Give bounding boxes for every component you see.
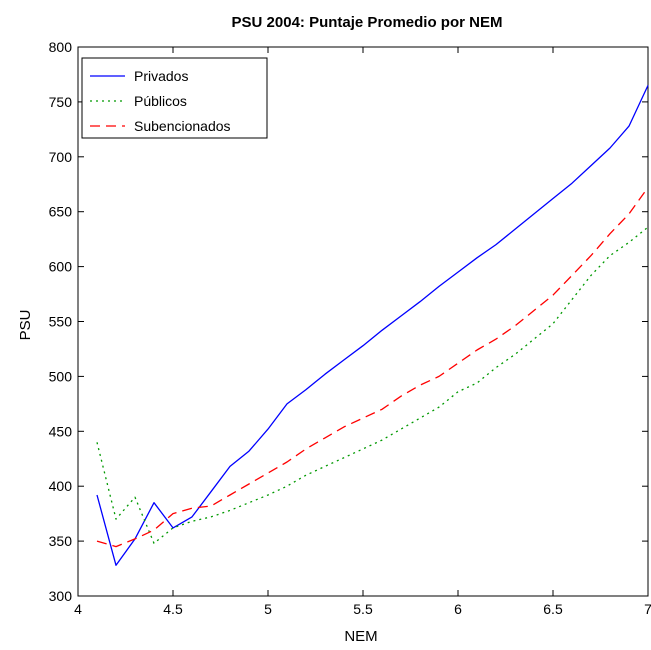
series-line-1 (96, 226, 649, 544)
y-tick-label: 350 (49, 533, 73, 549)
y-tick-label: 300 (49, 588, 73, 604)
y-tick-label: 700 (49, 149, 73, 165)
series-line-2 (96, 187, 649, 548)
y-tick-label: 400 (49, 478, 73, 494)
x-tick-label: 6.5 (543, 601, 563, 617)
legend-label-2: Subencionados (134, 118, 231, 134)
x-tick-label: 4.5 (163, 601, 183, 617)
x-tick-label: 5.5 (353, 601, 373, 617)
y-tick-label: 800 (49, 39, 73, 55)
y-tick-label: 500 (49, 368, 73, 384)
plot-area: 4 4.5 5 5.5 6 6.5 7 300 350 400 450 500 550 600 650 70… (49, 39, 651, 617)
y-axis-ticks: 300 350 400 450 500 550 600 650 700 750 800 (49, 39, 648, 604)
y-tick-label: 450 (49, 423, 73, 439)
x-tick-label: 6 (454, 601, 462, 617)
x-axis-ticks: 4 4.5 5 5.5 6 6.5 7 (74, 47, 651, 617)
y-axis-label: PSU (17, 310, 34, 341)
legend: Privados Públicos Subencionados (81, 57, 268, 139)
y-tick-label: 650 (49, 204, 73, 220)
legend-label-1: Públicos (134, 93, 187, 109)
legend-box (81, 57, 268, 139)
series-lines (96, 85, 649, 566)
series-line-0 (96, 85, 649, 566)
x-tick-label: 5 (264, 601, 272, 617)
y-tick-label: 750 (49, 94, 73, 110)
legend-label-0: Privados (134, 68, 188, 84)
y-tick-label: 550 (49, 314, 73, 330)
y-tick-label: 600 (49, 259, 73, 275)
x-tick-label: 4 (74, 601, 82, 617)
x-axis-label: NEM (344, 628, 377, 645)
x-tick-label: 7 (644, 601, 651, 617)
chart-title: PSU 2004: Puntaje Promedio por NEM (232, 14, 503, 31)
